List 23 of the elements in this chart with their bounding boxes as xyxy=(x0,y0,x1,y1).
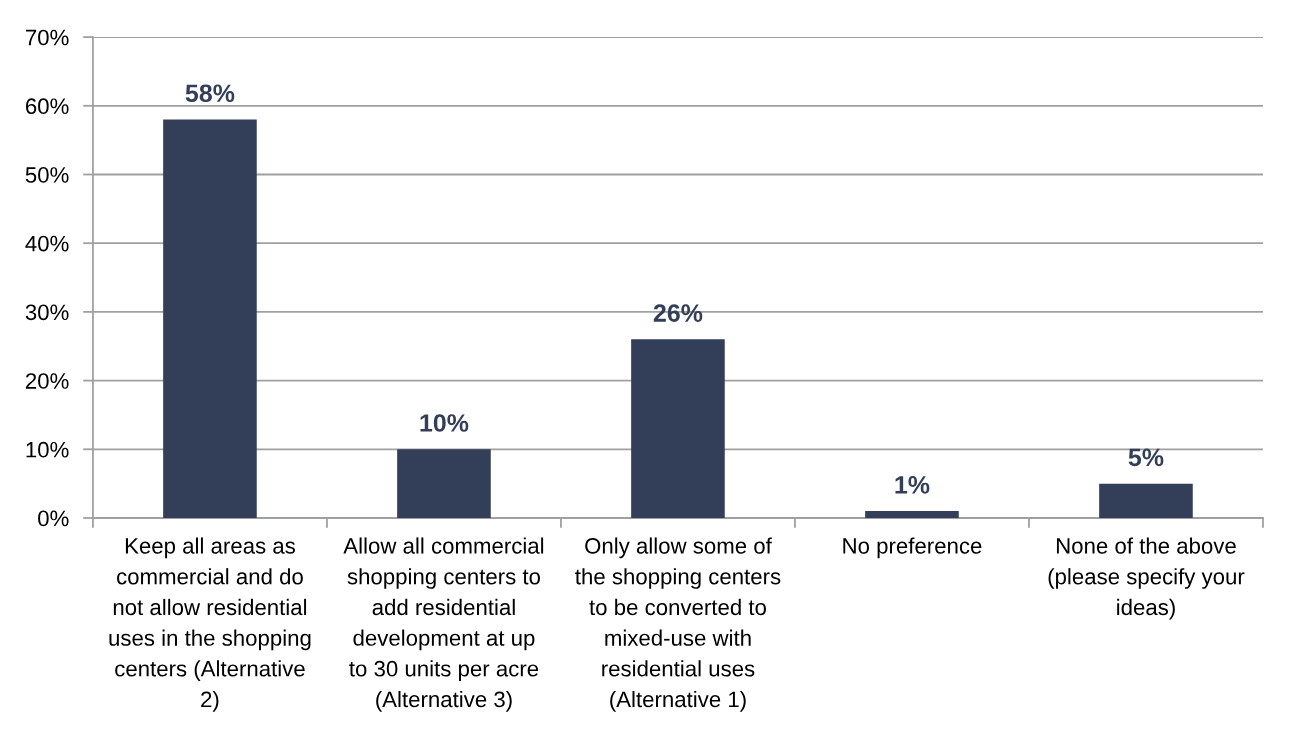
data-label: 5% xyxy=(1128,448,1164,467)
y-tick-label: 30% xyxy=(25,304,69,321)
y-tick-label: 40% xyxy=(25,235,69,252)
x-tick-label: Keep all areas as commercial and do not allow residential uses in the shopping centers (Alternative 2) xyxy=(109,537,311,712)
bar xyxy=(631,339,725,518)
y-tick-label: 60% xyxy=(25,98,69,115)
bar xyxy=(397,449,491,518)
y-tick-label: 70% xyxy=(25,29,69,46)
data-label: 10% xyxy=(420,414,469,432)
y-tick-label: 20% xyxy=(25,373,69,389)
y-tick-label: 10% xyxy=(26,441,69,458)
x-tick-label: None of the above (please specify your ideas) xyxy=(1048,537,1245,620)
x-tick-label: Only allow some of the shopping centers to be converted to mixed-use with residential uses (Alternative 1) xyxy=(575,537,781,712)
y-tick-label: 0% xyxy=(38,510,69,527)
y-tick-label: 50% xyxy=(25,167,69,183)
bar xyxy=(163,119,257,518)
x-tick-label: Allow all commercial shopping centers to add residential development at up to 30 units per acre (Alternative 3) xyxy=(343,537,544,712)
bar xyxy=(1099,483,1193,518)
bar xyxy=(865,511,959,518)
data-label: 58% xyxy=(185,84,235,103)
x-tick-label: No preference xyxy=(843,537,982,559)
data-label: 1% xyxy=(895,476,930,494)
data-label: 26% xyxy=(653,304,703,322)
